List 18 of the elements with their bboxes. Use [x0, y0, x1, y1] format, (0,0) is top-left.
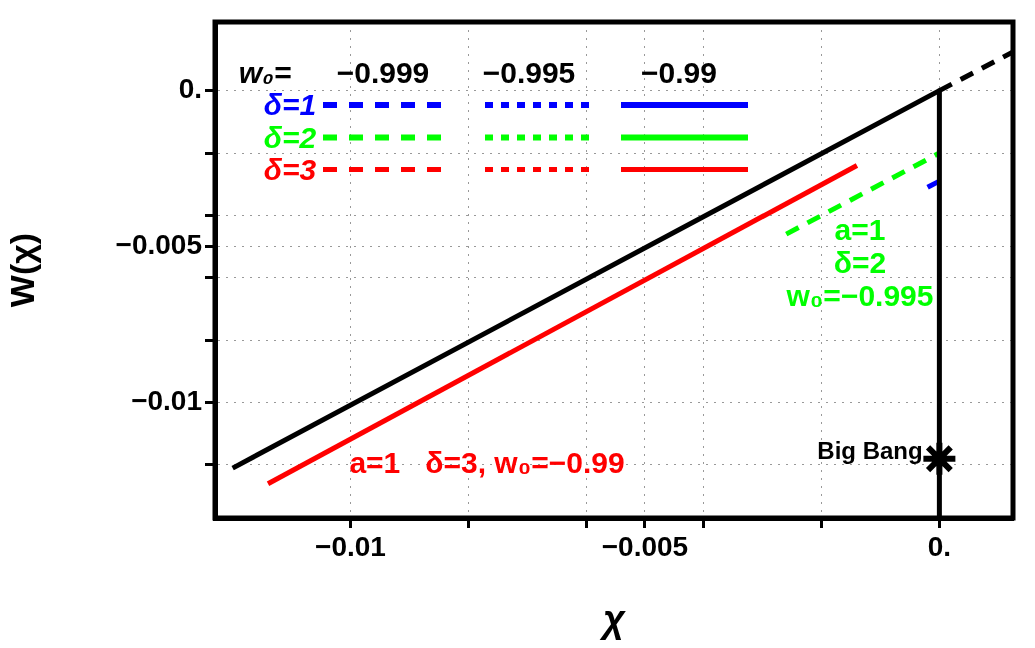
x-tick-label: 0.	[927, 530, 952, 562]
x-tick-label: −0.01	[315, 530, 386, 562]
annotation: δ=2	[263, 121, 317, 155]
annotation: a=1 δ=2 w₀=−0.995	[785, 213, 934, 313]
x-tick-label: −0.005	[601, 530, 689, 562]
annotation: Big Bang	[817, 436, 923, 464]
annotation: −0.99	[641, 56, 717, 90]
y-tick-label: −0.005	[115, 229, 202, 261]
annotation: −0.995	[482, 56, 576, 90]
y-tick-label: 0.	[178, 73, 202, 105]
annotation: a=1 δ=3, w₀=−0.99	[349, 446, 625, 480]
annotation: δ=3	[263, 153, 317, 187]
annotation: −0.999	[336, 56, 430, 90]
y-axis-title: W(χ)	[2, 232, 41, 308]
annotation: w₀=	[238, 56, 292, 90]
x-axis-title: χ	[599, 597, 627, 640]
annotation: δ=1	[263, 88, 317, 122]
y-tick-label: −0.01	[131, 385, 202, 417]
